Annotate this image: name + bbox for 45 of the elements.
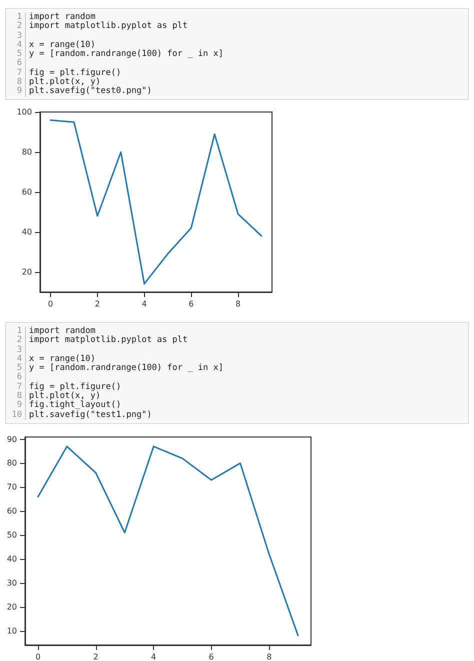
y-tick-label: 90 [6,434,17,444]
x-tick-label: 8 [266,652,272,661]
text: 7 fig = plt.figure() [16,382,122,392]
y-tick-label: 40 [22,227,32,236]
y-tick-label: 60 [22,188,32,197]
y-tick-label: 100 [16,108,32,117]
x-tick-label: 2 [94,300,100,308]
text: 5 y = [random.randrange(100) for _ in x] [16,49,224,60]
y-tick-label: 50 [6,530,17,540]
x-tick-label: 4 [151,652,156,661]
text: 2 import matplotlib.pyplot as plt [16,335,188,346]
text: 1 import random [16,12,96,22]
text: 10 plt.savefig("test1.png") [10,410,152,420]
y-tick-label: 60 [6,506,17,516]
text: 1 import random [16,326,96,336]
text: 2 import matplotlib.pyplot as plt [16,21,188,32]
y-tick-label: 40 [6,554,17,564]
y-tick-label: 30 [6,578,17,588]
x-tick-label: 4 [142,300,147,308]
x-tick-label: 0 [48,300,54,308]
y-tick-label: 80 [6,458,17,468]
x-tick-label: 0 [35,652,41,661]
text: 5 y = [random.randrange(100) for _ in x] [16,363,224,374]
text: 8 plt.plot(x, y) [16,77,101,88]
text: 9 plt.savefig("test0.png") [16,86,152,97]
text: 8 plt.plot(x, y) [16,391,101,402]
line-series [37,446,299,636]
x-tick-label: 2 [93,652,98,661]
line-series [50,119,262,285]
y-tick-label: 70 [6,482,17,492]
text: 6 [6,58,26,69]
text: 3 [6,344,26,355]
y-tick-label: 20 [6,602,17,612]
x-tick-label: 6 [208,652,214,661]
text: 7 fig = plt.figure() [16,68,122,78]
y-tick-label: 20 [22,267,32,276]
x-tick-label: 8 [235,300,241,308]
y-tick-label: 80 [22,148,32,157]
x-tick-label: 6 [188,300,194,308]
text: 9 fig.tight_layout() [16,400,122,410]
y-tick-label: 10 [6,626,17,636]
text: 6 [6,372,26,383]
text: 4 x = range(10) [16,40,96,50]
text: 3 [6,30,26,41]
text: 4 x = range(10) [16,354,96,364]
